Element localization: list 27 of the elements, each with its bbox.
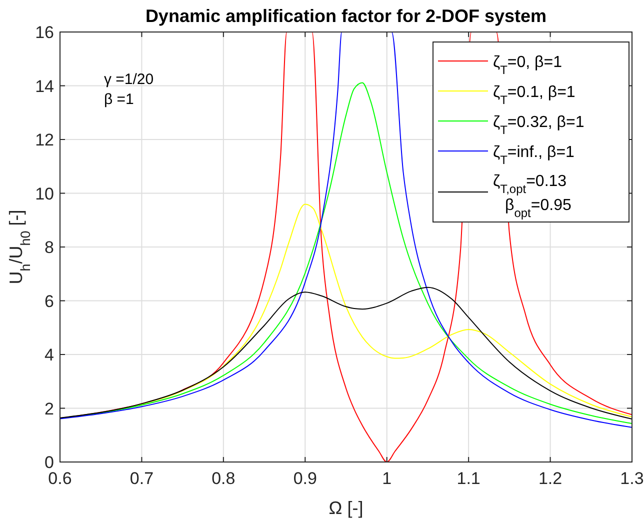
legend-label: ζ$_{T}$=0, β=1 xyxy=(493,54,562,77)
x-tick-label: 1.3 xyxy=(620,469,644,488)
x-tick-label: 1.1 xyxy=(456,469,480,488)
legend-label: ζ$_{T}$=0.32, β=1 xyxy=(493,114,584,137)
y-tick-label: 4 xyxy=(44,346,54,364)
y-tick-label: 2 xyxy=(44,399,54,418)
y-tick-label: 12 xyxy=(35,130,54,150)
x-axis-title: Ω [-] xyxy=(328,498,364,518)
y-tick-label: 10 xyxy=(35,184,54,204)
chart-title: Dynamic amplification factor for 2-DOF system xyxy=(145,6,547,26)
y-tick-label: 8 xyxy=(44,238,54,257)
x-tick-label: 1 xyxy=(382,469,392,488)
annotation: γ =1/20 xyxy=(104,71,154,88)
x-tick-label: 0.9 xyxy=(293,469,317,488)
y-tick-label: 0 xyxy=(44,453,54,472)
legend-label: ζ$_{T}$=0.1, β=1 xyxy=(493,84,576,107)
x-tick-label: 0.8 xyxy=(212,469,236,488)
legend-label: ζ$_{T}$=inf., β=1 xyxy=(493,144,575,167)
y-tick-label: 14 xyxy=(35,76,54,96)
line-series xyxy=(60,286,632,420)
x-tick-label: 0.6 xyxy=(48,469,72,488)
x-tick-label: 1.2 xyxy=(538,469,562,488)
y-tick-label: 6 xyxy=(44,292,54,311)
y-tick-label: 16 xyxy=(35,23,54,42)
x-tick-label: 0.7 xyxy=(130,469,154,488)
legend-label: ζ$_{T,opt}$=0.13 β$_{opt}$=0.95 xyxy=(493,173,572,220)
annotation: β =1 xyxy=(104,91,134,108)
